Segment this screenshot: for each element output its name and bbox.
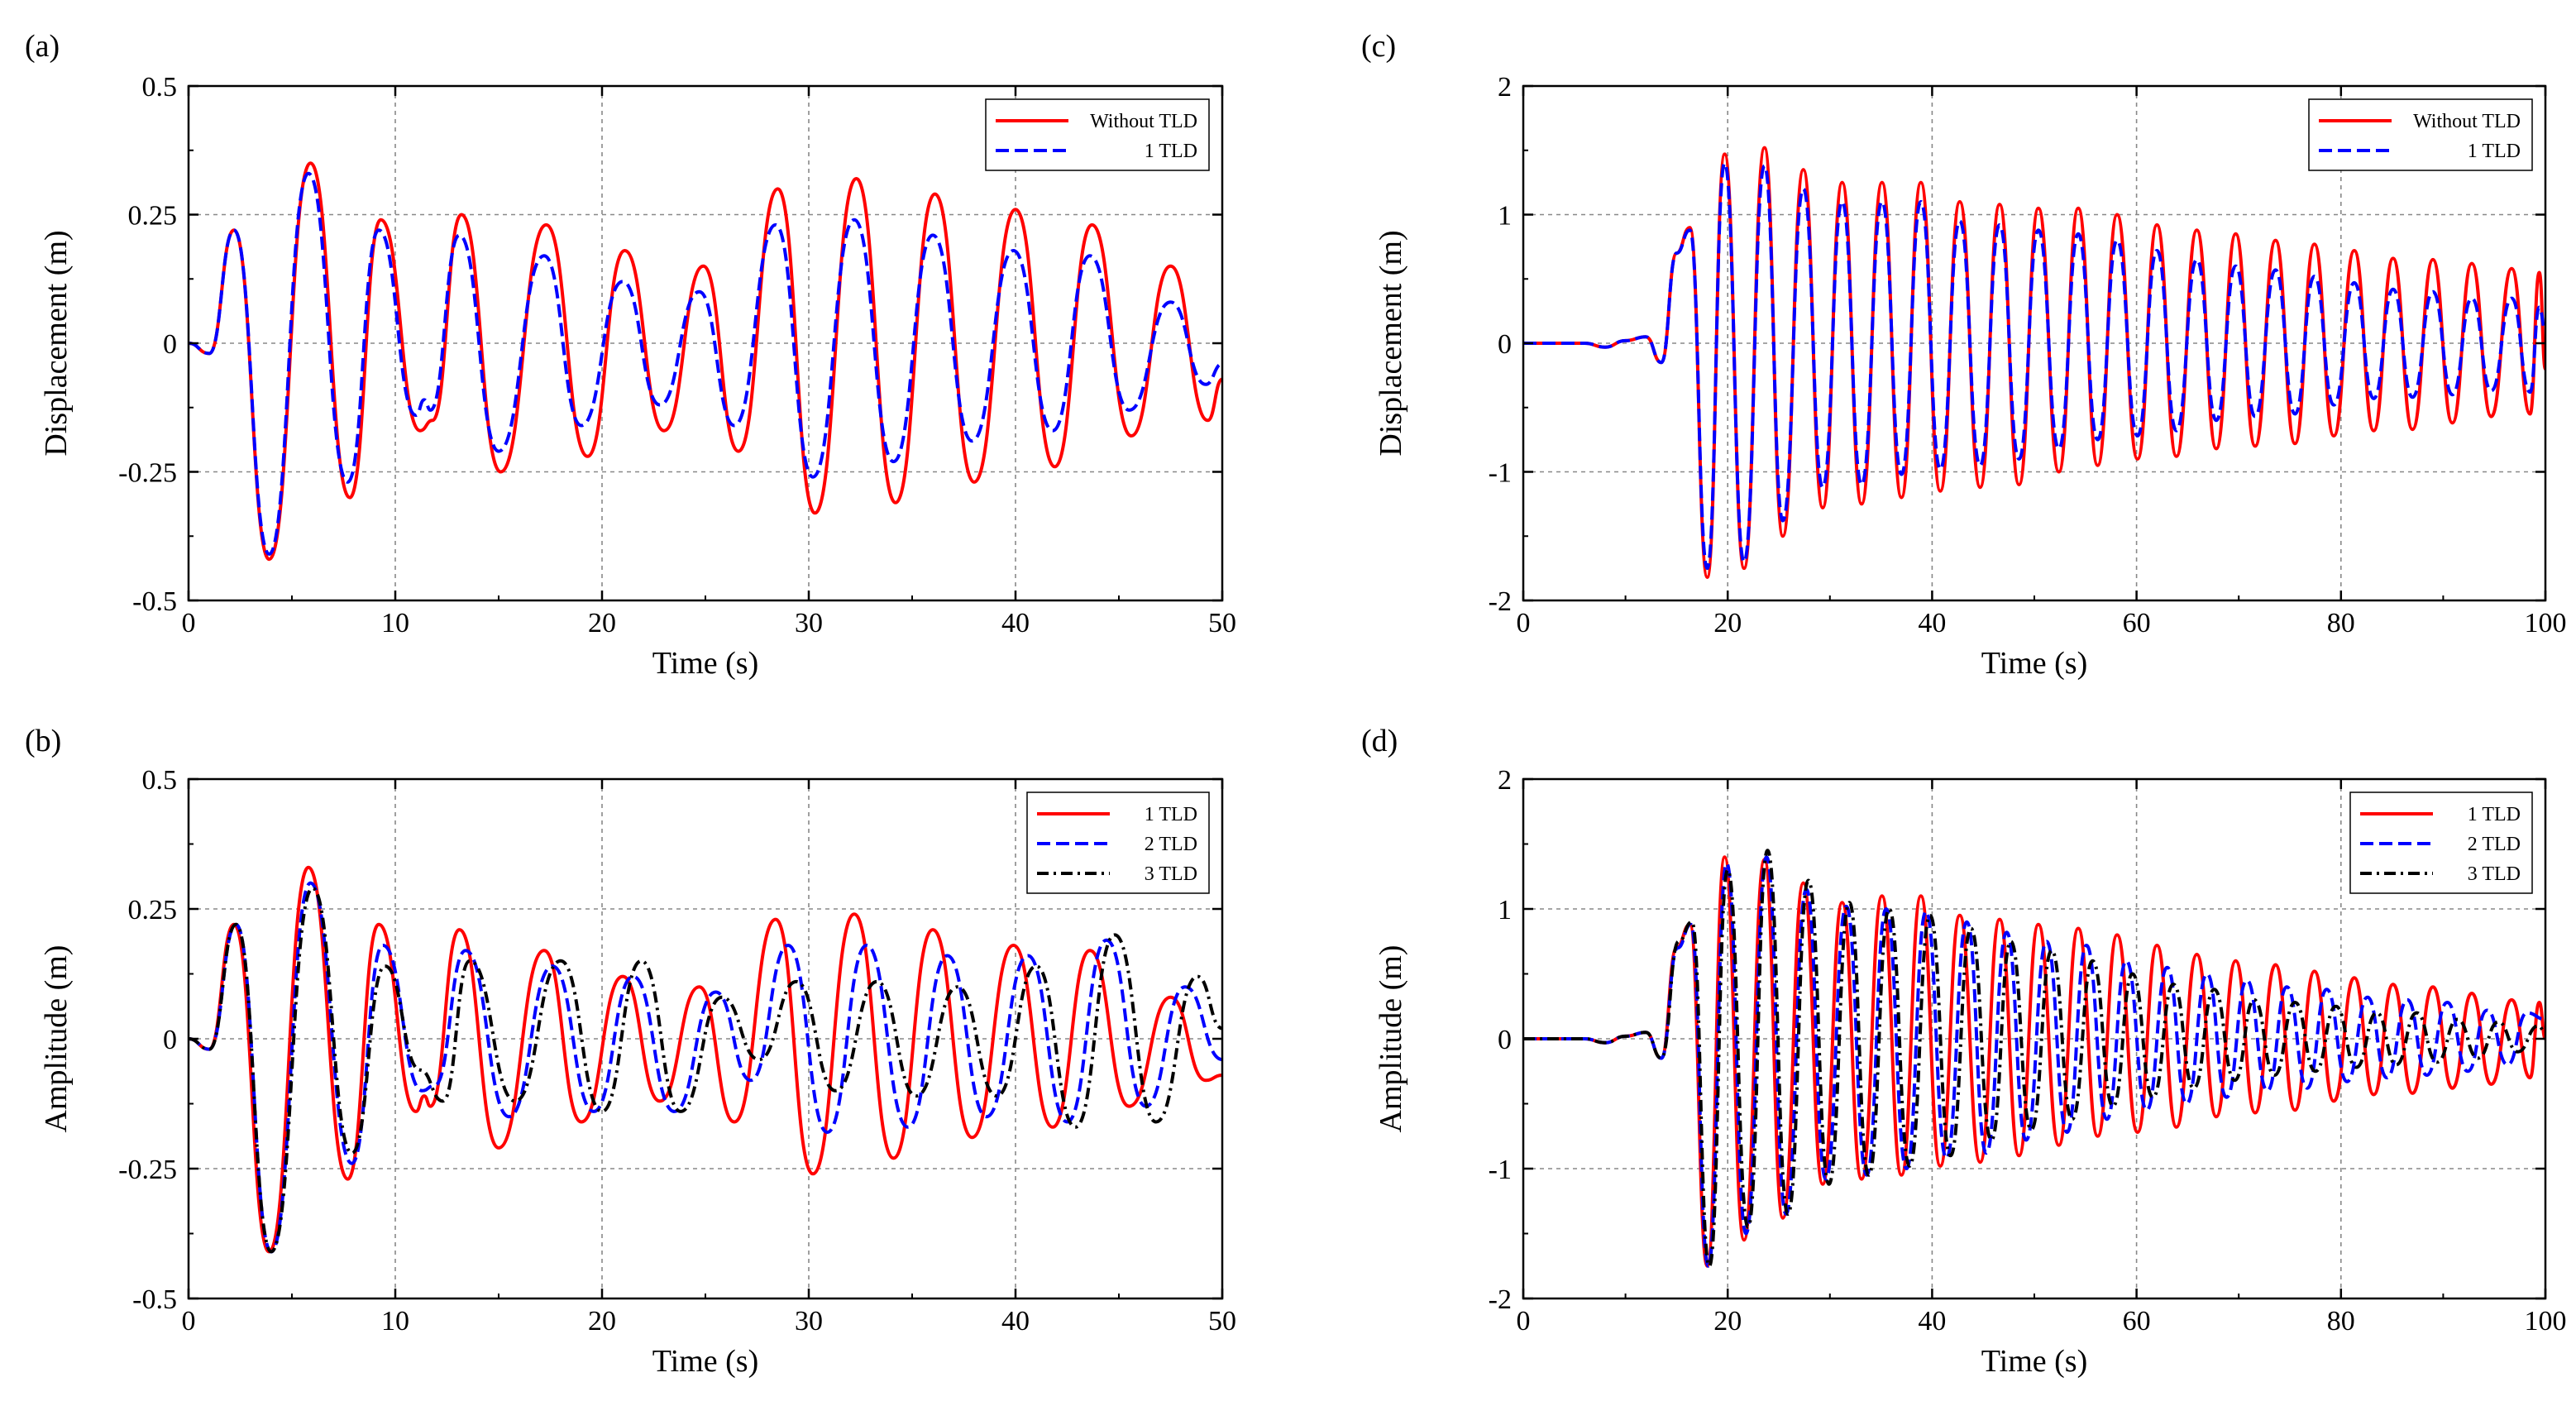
- y-tick-label: 0.5: [142, 765, 178, 796]
- series-group: [1523, 849, 2545, 1268]
- x-tick-label: 10: [381, 1306, 409, 1337]
- x-tick-label: 0: [1517, 1306, 1531, 1337]
- x-tick-label: 100: [2525, 608, 2567, 638]
- series-line: [1523, 849, 2545, 1268]
- series-line: [189, 865, 1222, 1254]
- x-tick-label: 40: [1918, 608, 1946, 638]
- y-tick-label: 2: [1498, 72, 1512, 103]
- x-tick-label: 30: [795, 608, 823, 638]
- series-group: [1523, 146, 2545, 579]
- x-tick-label: 20: [1713, 1306, 1742, 1337]
- panel-b: (b) 0 10 20 30 40 50 -0.5 -0.25 0 0.25 0.5 Time (s) A…: [25, 724, 1236, 1379]
- legend-box: [985, 98, 1210, 171]
- panel-label: (a): [25, 29, 60, 64]
- y-tick-label: 0: [1498, 329, 1512, 360]
- x-tick-label: 50: [1208, 1306, 1236, 1337]
- x-tick-label: 20: [588, 608, 616, 638]
- panel-label: (b): [25, 724, 61, 758]
- y-tick-label: 2: [1498, 765, 1512, 796]
- y-tick-label: -1: [1489, 1155, 1512, 1185]
- y-tick-label: 0.25: [128, 201, 178, 232]
- y-tick-label: -0.25: [118, 1155, 177, 1185]
- y-tick-label: -2: [1489, 1284, 1512, 1315]
- x-axis-label: Time (s): [652, 1344, 758, 1379]
- legend-label: 2 TLD: [1145, 834, 1197, 855]
- y-tick-label: 0.25: [128, 895, 178, 925]
- x-tick-label: 0: [182, 608, 196, 638]
- y-axis-label: Amplitude (m): [1374, 945, 1408, 1133]
- series-line: [189, 171, 1222, 556]
- series-group: [189, 161, 1222, 562]
- panel-label: (c): [1361, 29, 1396, 64]
- legend-label: 3 TLD: [1145, 863, 1197, 885]
- x-axis-label: Time (s): [652, 646, 758, 681]
- y-tick-label: -2: [1489, 586, 1512, 617]
- y-tick-label: 0: [163, 1025, 177, 1055]
- y-axis-label: Displacement (m): [1374, 230, 1408, 456]
- legend: 1 TLD 2 TLD 3 TLD: [1026, 791, 1210, 894]
- x-tick-label: 40: [1001, 608, 1030, 638]
- series-line: [1523, 855, 2545, 1268]
- y-tick-label: 1: [1498, 201, 1512, 232]
- x-tick-label: 60: [2123, 608, 2151, 638]
- legend: 1 TLD 2 TLD 3 TLD: [2349, 791, 2533, 894]
- x-tick-label: 80: [2327, 1306, 2355, 1337]
- x-tick-label: 20: [1713, 608, 1742, 638]
- series-line: [189, 881, 1222, 1254]
- legend-label: 1 TLD: [1145, 141, 1197, 162]
- legend: Without TLD 1 TLD: [2308, 98, 2533, 171]
- series-line: [1523, 146, 2545, 579]
- x-tick-label: 10: [381, 608, 409, 638]
- y-tick-label: -1: [1489, 458, 1512, 489]
- legend-label: 2 TLD: [2468, 834, 2521, 855]
- x-tick-label: 0: [182, 1306, 196, 1337]
- legend-box: [2308, 98, 2533, 171]
- y-tick-label: 0.5: [142, 72, 178, 103]
- x-tick-label: 40: [1001, 1306, 1030, 1337]
- legend: Without TLD 1 TLD: [985, 98, 1210, 171]
- series-line: [1523, 161, 2545, 571]
- x-tick-label: 100: [2525, 1306, 2567, 1337]
- series-line: [189, 886, 1222, 1254]
- y-tick-label: 1: [1498, 895, 1512, 925]
- y-axis-label: Displacement (m): [39, 230, 74, 456]
- x-tick-label: 80: [2327, 608, 2355, 638]
- legend-label: Without TLD: [1090, 111, 1197, 132]
- legend-label: 1 TLD: [2468, 141, 2521, 162]
- series-line: [1523, 855, 2545, 1268]
- legend-label: 1 TLD: [1145, 804, 1197, 825]
- x-tick-label: 0: [1517, 608, 1531, 638]
- legend-label: 3 TLD: [2468, 863, 2521, 885]
- y-tick-label: -0.5: [132, 586, 177, 617]
- x-axis-label: Time (s): [1981, 646, 2087, 681]
- x-tick-label: 60: [2123, 1306, 2151, 1337]
- panel-d: (d) 0 20 40 60 80 100 -2 -1 0 1 2 Time (s) Amplitude …: [1361, 724, 2567, 1379]
- panel-c: (c) 0 20 40 60 80 100 -2 -1 0 1 2 Time (s) Displaceme…: [1361, 29, 2567, 681]
- x-tick-label: 30: [795, 1306, 823, 1337]
- x-tick-label: 20: [588, 1306, 616, 1337]
- legend-label: 1 TLD: [2468, 804, 2521, 825]
- panel-label: (d): [1361, 724, 1398, 758]
- panel-a: (a) 0 10 20 30 40 50 -0.5 -0.25 0 0.25 0.5 Time (s) D…: [25, 29, 1236, 681]
- y-tick-label: 0: [163, 329, 177, 360]
- x-axis-label: Time (s): [1981, 1344, 2087, 1379]
- series-line: [189, 161, 1222, 562]
- legend-label: Without TLD: [2413, 111, 2521, 132]
- y-axis-label: Amplitude (m): [39, 945, 74, 1133]
- y-tick-label: -0.25: [118, 458, 177, 489]
- x-tick-label: 40: [1918, 1306, 1946, 1337]
- x-tick-label: 50: [1208, 608, 1236, 638]
- y-tick-label: -0.5: [132, 1284, 177, 1315]
- y-tick-label: 0: [1498, 1025, 1512, 1055]
- series-group: [189, 865, 1222, 1254]
